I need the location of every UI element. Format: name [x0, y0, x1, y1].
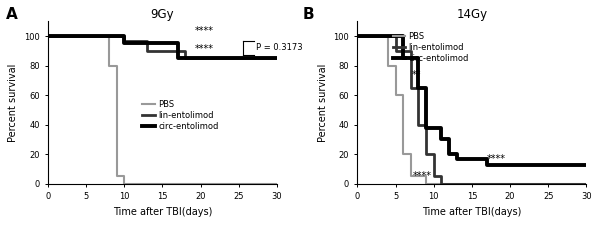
- Text: ****: ****: [487, 154, 506, 164]
- Text: P = 0.3173: P = 0.3173: [256, 43, 302, 52]
- Text: ****: ****: [195, 26, 214, 36]
- Legend: PBS, lin-entolimod, circ-entolimod: PBS, lin-entolimod, circ-entolimod: [389, 29, 472, 67]
- Title: 14Gy: 14Gy: [457, 8, 487, 21]
- X-axis label: Time after TBI(days): Time after TBI(days): [422, 207, 521, 217]
- Text: ****: ****: [195, 44, 214, 54]
- Y-axis label: Percent survival: Percent survival: [318, 63, 328, 142]
- Text: ****: ****: [413, 171, 432, 181]
- Legend: PBS, lin-entolimod, circ-entolimod: PBS, lin-entolimod, circ-entolimod: [139, 97, 222, 135]
- X-axis label: Time after TBI(days): Time after TBI(days): [113, 207, 212, 217]
- Y-axis label: Percent survival: Percent survival: [8, 63, 19, 142]
- Text: A: A: [6, 7, 18, 22]
- Text: B: B: [303, 7, 314, 22]
- Text: **: **: [412, 70, 422, 80]
- Title: 9Gy: 9Gy: [151, 8, 174, 21]
